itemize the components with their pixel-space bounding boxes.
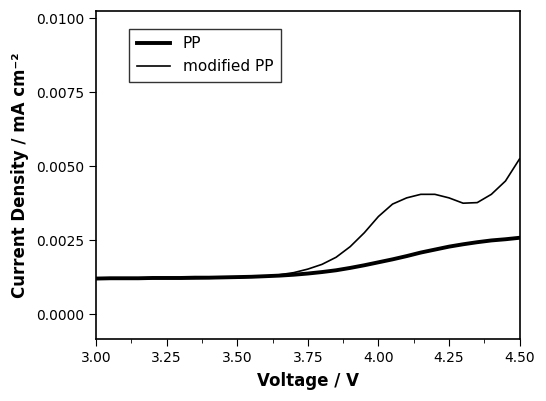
PP [375, 260, 382, 265]
modified PP [107, 276, 114, 281]
modified PP [502, 178, 509, 183]
PP [135, 276, 142, 281]
modified PP [488, 192, 495, 197]
PP [347, 265, 353, 270]
PP [389, 257, 396, 262]
modified PP [389, 202, 396, 207]
modified PP [206, 276, 212, 281]
PP [177, 275, 184, 280]
PP [248, 274, 254, 279]
PP [446, 244, 452, 249]
modified PP [135, 276, 142, 281]
modified PP [446, 195, 452, 200]
modified PP [319, 262, 325, 267]
PP [333, 268, 340, 273]
Line: modified PP: modified PP [96, 159, 520, 279]
modified PP [121, 276, 128, 281]
PP [234, 275, 241, 279]
modified PP [93, 276, 99, 281]
modified PP [163, 276, 170, 281]
modified PP [248, 275, 254, 279]
PP [107, 276, 114, 281]
PP [220, 275, 227, 280]
PP [431, 247, 438, 252]
PP [418, 250, 424, 255]
PP [149, 275, 156, 280]
modified PP [333, 255, 340, 260]
PP [488, 238, 495, 243]
modified PP [361, 230, 367, 235]
X-axis label: Voltage / V: Voltage / V [257, 372, 359, 390]
modified PP [234, 275, 241, 280]
modified PP [305, 267, 311, 271]
modified PP [403, 195, 410, 200]
modified PP [517, 156, 523, 161]
modified PP [474, 200, 480, 205]
PP [319, 269, 325, 274]
PP [163, 275, 170, 280]
modified PP [460, 201, 466, 206]
modified PP [177, 276, 184, 281]
PP [361, 263, 367, 267]
Y-axis label: Current Density / mA cm⁻²: Current Density / mA cm⁻² [11, 53, 29, 298]
PP [460, 242, 466, 247]
modified PP [290, 270, 297, 275]
modified PP [375, 214, 382, 219]
modified PP [431, 192, 438, 197]
Legend: PP, modified PP: PP, modified PP [129, 28, 281, 81]
PP [517, 235, 523, 240]
modified PP [418, 192, 424, 197]
PP [93, 276, 99, 281]
modified PP [262, 274, 269, 279]
PP [121, 276, 128, 281]
modified PP [220, 275, 227, 280]
PP [276, 273, 283, 278]
PP [403, 254, 410, 259]
modified PP [149, 276, 156, 281]
PP [192, 275, 198, 280]
modified PP [192, 276, 198, 281]
PP [262, 274, 269, 279]
PP [502, 237, 509, 242]
PP [206, 275, 212, 280]
Line: PP: PP [96, 238, 520, 279]
PP [474, 240, 480, 245]
modified PP [276, 272, 283, 277]
PP [290, 272, 297, 277]
PP [305, 271, 311, 276]
modified PP [347, 244, 353, 249]
